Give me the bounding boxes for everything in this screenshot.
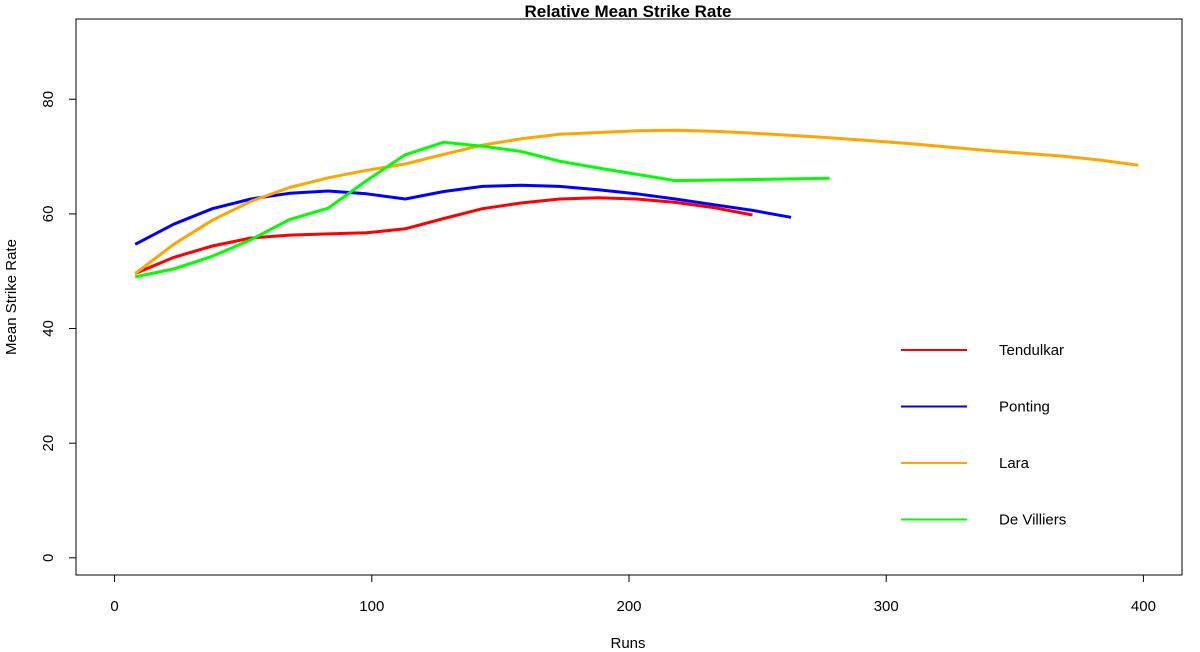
series-lines [134, 128, 1139, 279]
legend-label: Tendulkar [999, 342, 1064, 359]
series-line-ponting [134, 183, 792, 246]
legend-label: De Villiers [999, 512, 1066, 529]
x-axis-label: Runs [610, 635, 645, 652]
x-tick-label: 0 [110, 598, 118, 615]
series-line-de-villiers [134, 140, 830, 279]
series-line-lara [134, 128, 1139, 275]
series-line-tendulkar [134, 196, 753, 275]
legend: Tendulkar Ponting Lara De Villiers [901, 342, 1066, 529]
x-tick-label: 300 [874, 598, 899, 615]
x-tick-label: 100 [359, 598, 384, 615]
y-axis-label: Mean Strike Rate [3, 239, 20, 355]
x-tick-label: 400 [1131, 598, 1156, 615]
y-axis: 0 20 40 60 80 [40, 91, 77, 562]
chart-title: Relative Mean Strike Rate [525, 2, 732, 21]
y-tick-label: 20 [40, 435, 57, 452]
legend-label: Ponting [999, 399, 1050, 416]
x-axis: 0 100 200 300 400 [110, 574, 1156, 615]
y-tick-label: 60 [40, 206, 57, 223]
y-tick-label: 80 [40, 91, 57, 108]
legend-label: Lara [999, 455, 1030, 472]
y-tick-label: 40 [40, 320, 57, 337]
y-tick-label: 0 [40, 554, 57, 562]
plot-frame [75, 18, 1183, 576]
x-tick-label: 200 [616, 598, 641, 615]
